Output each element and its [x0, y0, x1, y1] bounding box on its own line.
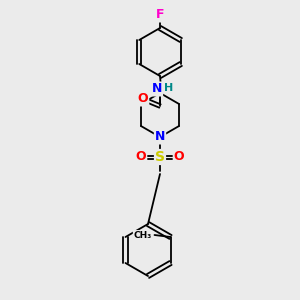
Text: O: O — [138, 92, 148, 106]
Text: H: H — [164, 83, 174, 93]
Text: N: N — [155, 130, 165, 143]
Text: S: S — [155, 150, 165, 164]
Text: O: O — [136, 151, 146, 164]
Text: O: O — [174, 151, 184, 164]
Text: F: F — [156, 8, 164, 22]
Text: N: N — [152, 82, 162, 95]
Text: CH₃: CH₃ — [133, 230, 152, 239]
